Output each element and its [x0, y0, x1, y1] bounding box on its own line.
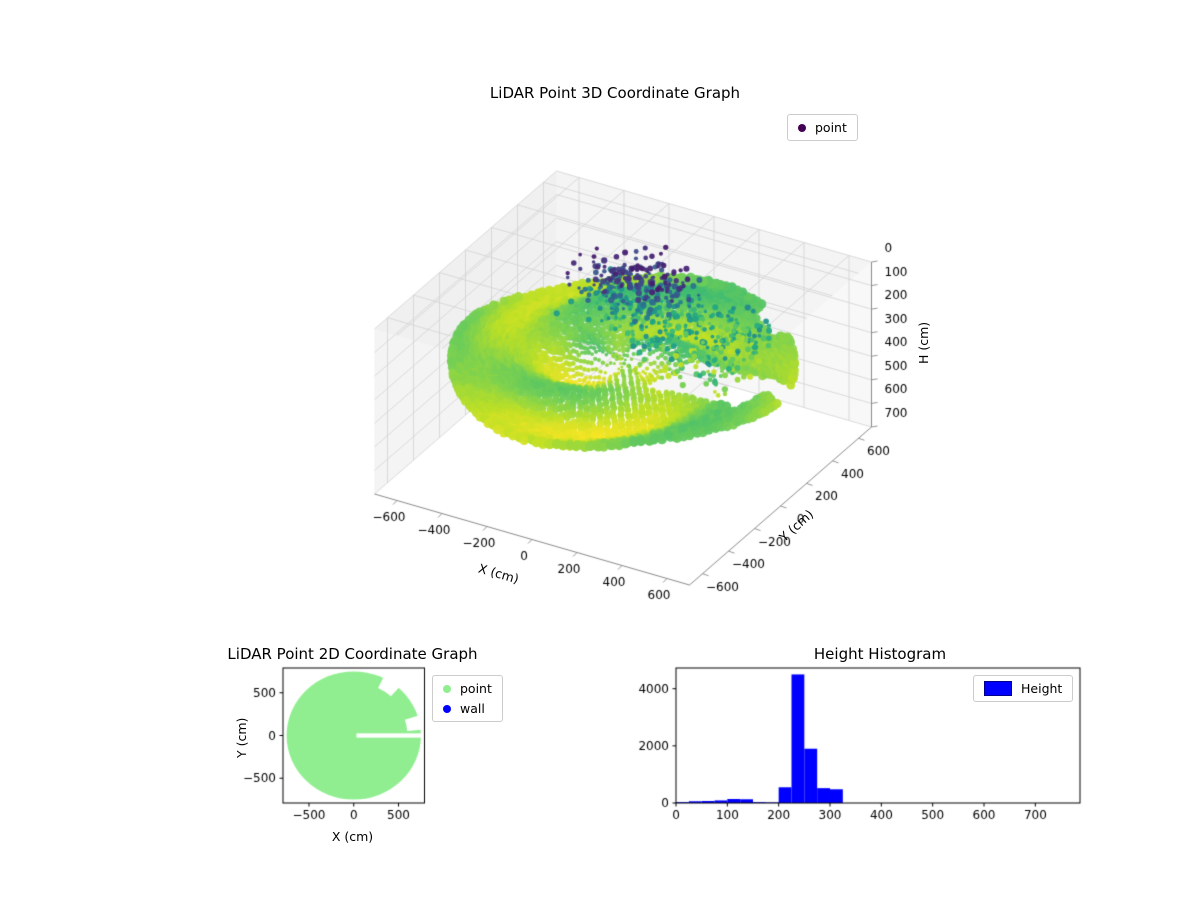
charts-canvas — [0, 0, 1200, 900]
figure: { "figure": { "background": "#ffffff" },… — [0, 0, 1200, 900]
